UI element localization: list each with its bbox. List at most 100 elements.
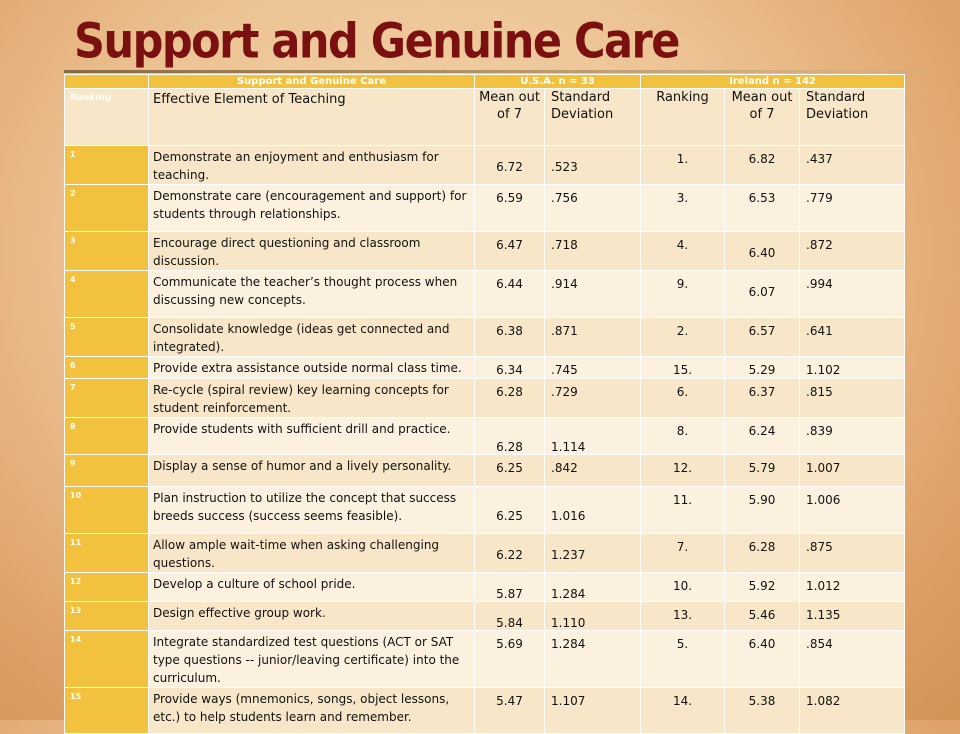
row-usa-sd: 1.107 [543,687,642,734]
row-usa-sd: .871 [543,317,642,357]
row-ire-mean: 5.90 [724,486,801,534]
row-rank: 7 [64,378,149,418]
row-usa-sd: 1.284 [543,630,642,688]
header-ireland: Ireland n = 142 [640,74,906,89]
row-usa-mean: 5.69 [474,630,545,688]
row-ire-mean: 6.40 [724,231,801,271]
row-ire-rank: 1. [640,145,726,185]
row-ire-sd: 1.082 [799,687,906,734]
row-ire-mean: 5.92 [724,572,801,602]
row-usa-sd: 1.016 [543,486,642,534]
row-element: Design effective group work. [148,601,475,631]
row-ire-rank: 4. [640,231,726,271]
row-element: Consolidate knowledge (ideas get connect… [148,317,475,357]
row-rank: 2 [64,184,149,232]
table-row: 2 Demonstrate care (encouragement and sup… [64,184,906,232]
row-ire-rank: 6. [640,378,726,418]
ranking-table: Support and Genuine Care U.S.A. n = 33 I… [64,74,906,734]
row-ire-mean: 6.28 [724,533,801,573]
row-ire-rank: 11. [640,486,726,534]
table-row: 3 Encourage direct questioning and classr… [64,231,906,271]
col-header-ire-ranking: Ranking [640,88,726,146]
row-ire-mean: 5.29 [724,356,801,379]
table-row: 5 Consolidate knowledge (ideas get connec… [64,317,906,357]
col-header-usa-mean: Mean out of 7 [474,88,545,146]
row-ire-rank: 3. [640,184,726,232]
row-ire-mean: 5.79 [724,454,801,487]
table-row: 11 Allow ample wait-time when asking chal… [64,533,906,573]
row-rank: 12 [64,572,149,602]
row-ire-mean: 5.38 [724,687,801,734]
row-rank: 14 [64,630,149,688]
row-usa-sd: .523 [543,145,642,185]
table-row: 15 Provide ways (mnemonics, songs, object… [64,687,906,734]
header-usa: U.S.A. n = 33 [473,74,642,89]
table-row: 13 Design effective group work. 5.84 1.110 1… [64,601,906,631]
row-ire-sd: .839 [799,417,906,455]
row-rank: 8 [64,417,149,455]
row-usa-mean: 6.44 [474,270,545,318]
table-row: 9 Display a sense of humor and a lively … [64,454,906,487]
row-ire-rank: 13. [640,601,726,631]
slide-title: Support and Genuine Care [74,14,680,70]
table-row: 7 Re-cycle (spiral review) key learning c… [64,378,906,418]
col-header-element: Effective Element of Teaching [148,88,475,146]
row-usa-mean: 5.47 [474,687,545,734]
row-rank: 1 [64,145,149,185]
row-rank: 15 [64,687,149,734]
col-header-usa-sd: Standard Deviation [543,88,642,146]
row-ire-mean: 6.24 [724,417,801,455]
row-rank: 10 [64,486,149,534]
row-usa-sd: 1.110 [543,601,642,631]
table-row: 10 Plan instruction to utilize the concep… [64,486,906,534]
row-ire-sd: .779 [799,184,906,232]
table-row: 6 Provide extra assistance outside normal… [64,356,906,379]
row-ire-rank: 12. [640,454,726,487]
row-ire-mean: 5.46 [724,601,801,631]
row-element: Re-cycle (spiral review) key learning co… [148,378,475,418]
row-rank: 4 [64,270,149,318]
row-usa-mean: 5.87 [474,572,545,602]
row-ire-sd: .641 [799,317,906,357]
row-rank: 3 [64,231,149,271]
table-group-header: Support and Genuine Care U.S.A. n = 33 I… [64,74,906,89]
row-ire-sd: 1.007 [799,454,906,487]
row-ire-mean: 6.57 [724,317,801,357]
table-row: 8 Provide students with sufficient drill… [64,417,906,455]
row-element: Demonstrate care (encouragement and supp… [148,184,475,232]
title-underline [64,70,954,73]
row-usa-sd: .842 [543,454,642,487]
row-ire-sd: .994 [799,270,906,318]
row-element: Demonstrate an enjoyment and enthusiasm … [148,145,475,185]
row-usa-sd: 1.114 [543,417,642,455]
row-element: Integrate standardized test questions (A… [148,630,475,688]
header-blank [64,74,149,89]
row-usa-mean: 6.22 [474,533,545,573]
row-element: Provide ways (mnemonics, songs, object l… [148,687,475,734]
row-ire-sd: 1.102 [799,356,906,379]
row-ire-sd: .437 [799,145,906,185]
row-usa-sd: .729 [543,378,642,418]
row-usa-mean: 6.72 [474,145,545,185]
row-ire-sd: .875 [799,533,906,573]
row-element: Develop a culture of school pride. [148,572,475,602]
row-element: Provide extra assistance outside normal … [148,356,475,379]
row-element: Plan instruction to utilize the concept … [148,486,475,534]
row-usa-sd: .914 [543,270,642,318]
row-element: Display a sense of humor and a lively pe… [148,454,475,487]
row-ire-rank: 14. [640,687,726,734]
row-ire-sd: .872 [799,231,906,271]
row-usa-sd: 1.237 [543,533,642,573]
row-usa-mean: 6.28 [474,378,545,418]
row-ire-rank: 2. [640,317,726,357]
table-row: 4 Communicate the teacher’s thought proce… [64,270,906,318]
row-ire-mean: 6.40 [724,630,801,688]
row-element: Communicate the teacher’s thought proces… [148,270,475,318]
row-ire-sd: .815 [799,378,906,418]
row-usa-mean: 6.47 [474,231,545,271]
col-header-ire-mean: Mean out of 7 [724,88,801,146]
row-usa-sd: .718 [543,231,642,271]
row-ire-mean: 6.07 [724,270,801,318]
row-ire-rank: 9. [640,270,726,318]
row-ire-sd: 1.012 [799,572,906,602]
